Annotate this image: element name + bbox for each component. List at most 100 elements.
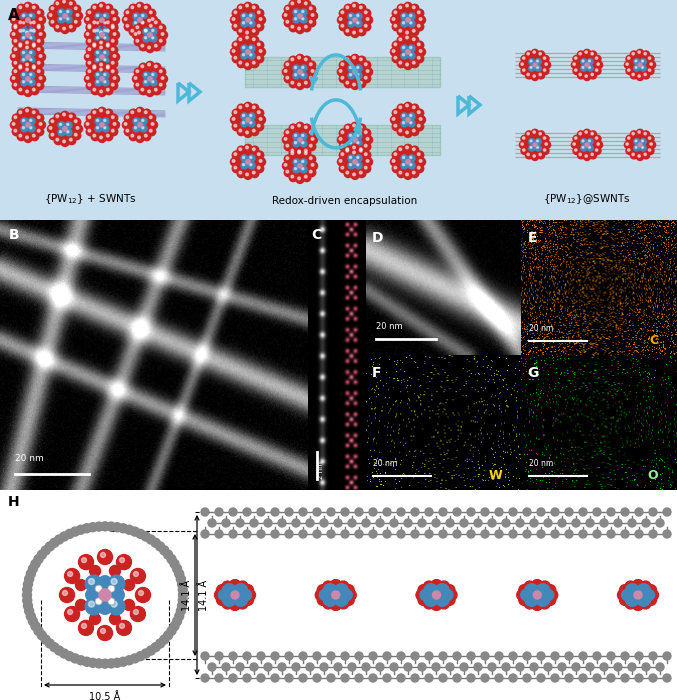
Circle shape [538, 131, 544, 138]
Circle shape [257, 652, 265, 660]
Circle shape [341, 144, 344, 147]
Circle shape [286, 7, 288, 10]
Circle shape [124, 122, 127, 125]
Circle shape [154, 44, 157, 47]
Circle shape [102, 20, 109, 27]
Circle shape [18, 51, 23, 57]
Circle shape [306, 519, 314, 527]
Circle shape [416, 9, 424, 18]
Circle shape [28, 564, 37, 573]
Circle shape [410, 122, 412, 124]
Circle shape [158, 38, 166, 46]
Circle shape [65, 9, 72, 15]
Circle shape [22, 22, 24, 24]
Circle shape [72, 132, 81, 140]
Circle shape [17, 63, 25, 71]
Circle shape [95, 50, 102, 57]
Circle shape [143, 4, 151, 13]
Circle shape [54, 16, 60, 22]
Circle shape [307, 169, 315, 176]
Circle shape [24, 44, 32, 52]
Circle shape [242, 167, 248, 172]
Circle shape [125, 114, 133, 122]
Circle shape [250, 127, 259, 136]
Circle shape [238, 14, 243, 20]
Circle shape [154, 88, 157, 91]
Circle shape [348, 133, 355, 139]
Circle shape [94, 522, 104, 531]
Circle shape [158, 68, 166, 76]
Circle shape [248, 52, 255, 59]
Circle shape [344, 124, 352, 132]
Circle shape [56, 139, 59, 141]
Circle shape [19, 66, 22, 69]
Circle shape [353, 124, 355, 127]
Circle shape [131, 134, 133, 137]
Circle shape [133, 20, 139, 27]
Circle shape [406, 63, 408, 66]
Circle shape [649, 508, 657, 516]
Circle shape [305, 140, 311, 146]
Circle shape [70, 139, 72, 141]
Circle shape [401, 155, 408, 162]
Circle shape [248, 45, 255, 52]
Circle shape [10, 31, 18, 39]
Circle shape [573, 143, 575, 145]
Circle shape [110, 46, 118, 55]
Circle shape [160, 31, 167, 39]
Circle shape [12, 60, 20, 68]
Circle shape [98, 29, 106, 38]
Circle shape [91, 64, 100, 73]
Circle shape [239, 106, 242, 108]
Circle shape [242, 25, 248, 31]
Circle shape [253, 106, 255, 108]
Circle shape [635, 508, 643, 516]
Circle shape [584, 74, 590, 80]
Circle shape [481, 530, 489, 538]
Circle shape [282, 136, 290, 144]
Circle shape [259, 18, 262, 20]
Circle shape [330, 599, 341, 610]
Circle shape [232, 164, 240, 173]
Circle shape [582, 66, 584, 69]
Circle shape [320, 589, 330, 601]
Circle shape [525, 584, 539, 598]
Circle shape [158, 82, 166, 90]
Circle shape [105, 64, 113, 73]
Circle shape [587, 135, 592, 141]
Circle shape [523, 508, 531, 516]
Circle shape [19, 43, 22, 46]
Circle shape [148, 22, 156, 31]
Circle shape [36, 60, 44, 68]
Circle shape [357, 156, 359, 158]
Circle shape [411, 530, 419, 538]
Circle shape [136, 83, 139, 86]
Circle shape [401, 52, 408, 59]
Circle shape [100, 77, 104, 81]
Circle shape [26, 32, 28, 34]
Circle shape [237, 60, 245, 68]
Circle shape [49, 127, 52, 130]
Circle shape [110, 68, 118, 76]
Circle shape [349, 130, 355, 135]
Circle shape [307, 129, 315, 137]
Circle shape [383, 652, 391, 660]
Circle shape [54, 136, 62, 145]
Circle shape [248, 120, 255, 127]
Circle shape [112, 658, 122, 667]
Circle shape [201, 508, 209, 516]
Circle shape [136, 26, 139, 29]
Text: {PW$_{12}$} + SWNTs: {PW$_{12}$} + SWNTs [44, 192, 136, 206]
Circle shape [544, 57, 546, 60]
Circle shape [253, 155, 259, 162]
Circle shape [30, 29, 32, 32]
Circle shape [234, 43, 237, 46]
Circle shape [300, 61, 306, 67]
Circle shape [55, 535, 64, 544]
Circle shape [525, 131, 533, 138]
Circle shape [357, 164, 359, 166]
Circle shape [28, 125, 35, 132]
Circle shape [404, 62, 412, 69]
Circle shape [635, 60, 637, 62]
Circle shape [663, 508, 671, 516]
